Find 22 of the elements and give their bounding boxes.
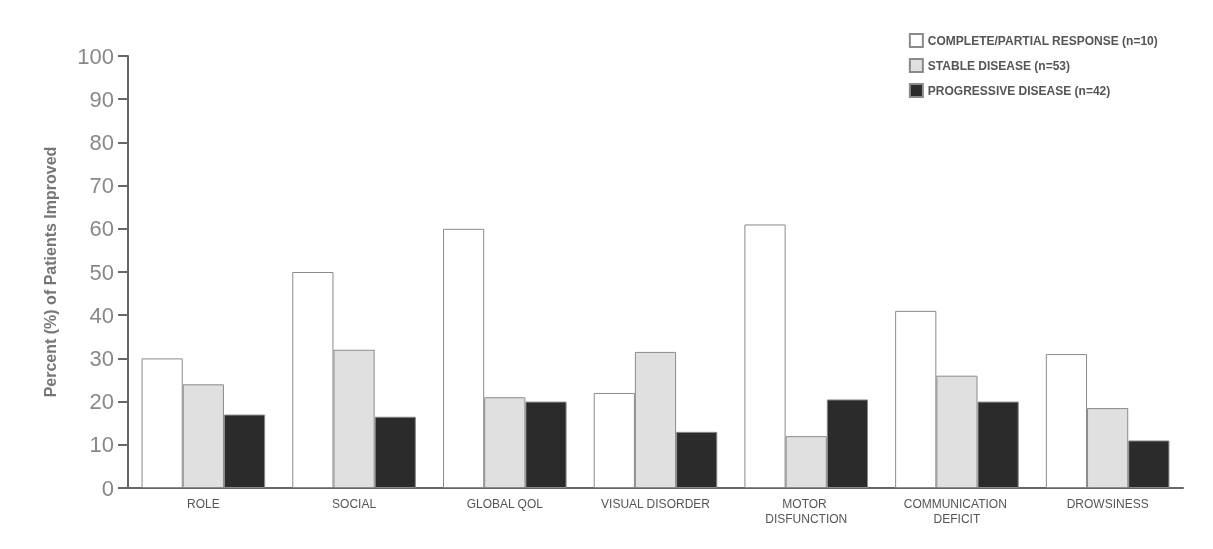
legend-label: PROGRESSIVE DISEASE (n=42) [927,83,1111,98]
x-tick-label: SOCIAL [332,496,377,511]
x-tick-label: COMMUNICATION DEFICIT [903,496,1011,526]
x-tick-label: MOTOR DISFUNCTION [765,496,848,526]
legend-label: STABLE DISEASE (n=53) [927,58,1070,73]
y-tick-label: 10 [89,432,114,458]
y-tick-label: 60 [89,216,114,242]
y-tick-label: 30 [89,345,114,371]
y-tick-label: 80 [89,129,114,155]
x-tick-label: DROWSINESS [1066,496,1149,511]
y-tick-label: 50 [89,259,114,285]
y-tick-label: 100 [77,43,114,69]
legend-label: COMPLETE/PARTIAL RESPONSE (n=10) [927,33,1158,48]
y-tick-label: 90 [89,86,114,112]
y-tick-label: 0 [101,475,114,501]
y-tick-label: 40 [89,302,114,328]
y-tick-label: 20 [89,389,114,415]
x-tick-label: GLOBAL QOL [466,496,544,511]
x-tick-label: ROLE [187,496,220,511]
x-tick-label: VISUAL DISORDER [601,496,711,511]
y-tick-label: 70 [89,173,114,199]
y-axis-title: Percent (%) of Patients Improved [41,146,59,398]
